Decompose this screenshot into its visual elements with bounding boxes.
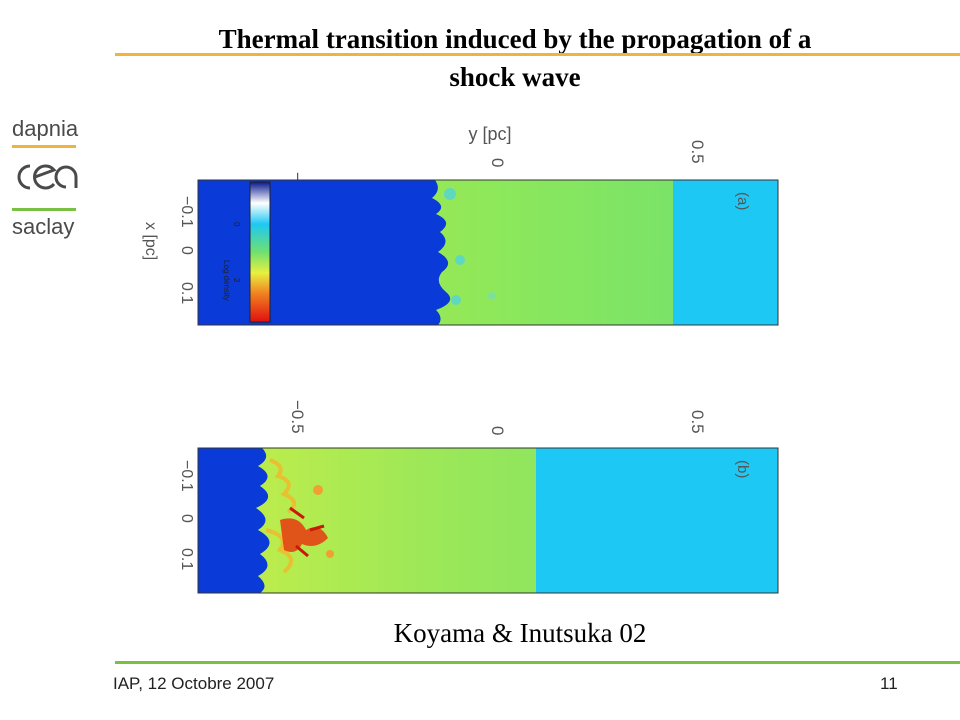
simulation-figure: y [pc] −0.5 0 0.5 x [pc] −0.1 0 0.1 0 2 … bbox=[120, 110, 800, 610]
panel-b-x-tick-3: 0.1 bbox=[178, 548, 195, 570]
panel-a-clump bbox=[488, 292, 496, 300]
panel-b-y-tick-3: 0.5 bbox=[688, 410, 707, 434]
panel-b-filament bbox=[269, 458, 296, 514]
panel-a-frame bbox=[197, 179, 779, 326]
title-divider bbox=[115, 53, 960, 56]
footer-divider bbox=[115, 661, 960, 664]
panel-a-clump bbox=[451, 295, 461, 305]
panel-b-x-tick-1: −0.1 bbox=[178, 460, 195, 492]
panel-a-clump bbox=[444, 188, 456, 200]
logo-saclay-text: saclay bbox=[12, 214, 75, 239]
panel-b-dense-clumps bbox=[280, 518, 328, 552]
logo-dapnia-text: dapnia bbox=[12, 116, 79, 141]
panel-a-y-tick-3: 0.5 bbox=[688, 140, 707, 164]
panel-b-clump bbox=[313, 485, 323, 495]
panel-a-cold-region bbox=[198, 180, 451, 325]
slide-title-line2: shock wave bbox=[449, 62, 581, 92]
page-number: 11 bbox=[880, 674, 898, 693]
panel-b-dense-filaments bbox=[289, 506, 325, 558]
colorbar-label: Log density bbox=[222, 260, 231, 301]
figure-caption: Koyama & Inutsuka 02 bbox=[393, 618, 647, 648]
panel-b-x-tick-2: 0 bbox=[178, 514, 195, 523]
panel-b-clump bbox=[326, 550, 334, 558]
logo-divider-bottom bbox=[12, 208, 76, 211]
x-axis-label: x [pc] bbox=[142, 222, 159, 260]
colorbar-tick-1: 0 bbox=[232, 222, 241, 227]
panel-a-x-tick-2: 0 bbox=[178, 246, 195, 255]
y-axis-label: y [pc] bbox=[468, 124, 511, 144]
slide-title: Thermal transition induced by the propag… bbox=[115, 20, 915, 96]
panel-b: (b) bbox=[197, 447, 779, 594]
panel-a: 0 2 Log density (a) bbox=[197, 179, 779, 326]
panel-b-y-tick-2: 0 bbox=[488, 426, 507, 435]
logo-divider-top bbox=[12, 145, 76, 148]
colorbar-tick-2: 2 bbox=[232, 278, 241, 283]
colorbar bbox=[249, 181, 271, 323]
panel-b-cold-region bbox=[198, 448, 270, 593]
panel-b-frame bbox=[197, 447, 779, 594]
simulation-svg: y [pc] −0.5 0 0.5 x [pc] −0.1 0 0.1 0 2 … bbox=[142, 124, 779, 594]
panel-b-shocked-region bbox=[536, 448, 778, 593]
panel-a-x-tick-3: 0.1 bbox=[178, 282, 195, 304]
slide-title-line1: Thermal transition induced by the propag… bbox=[218, 24, 812, 54]
panel-a-label: (a) bbox=[734, 192, 751, 210]
panel-b-label: (b) bbox=[734, 460, 751, 478]
panel-b-filament bbox=[265, 528, 293, 574]
panel-a-x-tick-1: −0.1 bbox=[178, 196, 195, 228]
panel-a-clump bbox=[455, 255, 465, 265]
footer-event: IAP, 12 Octobre 2007 bbox=[113, 674, 275, 693]
panel-a-shocked-region bbox=[673, 180, 778, 325]
panel-a-y-tick-2: 0 bbox=[488, 158, 507, 167]
cea-logo-icon bbox=[17, 164, 78, 190]
panel-b-y-tick-1: −0.5 bbox=[288, 400, 307, 434]
